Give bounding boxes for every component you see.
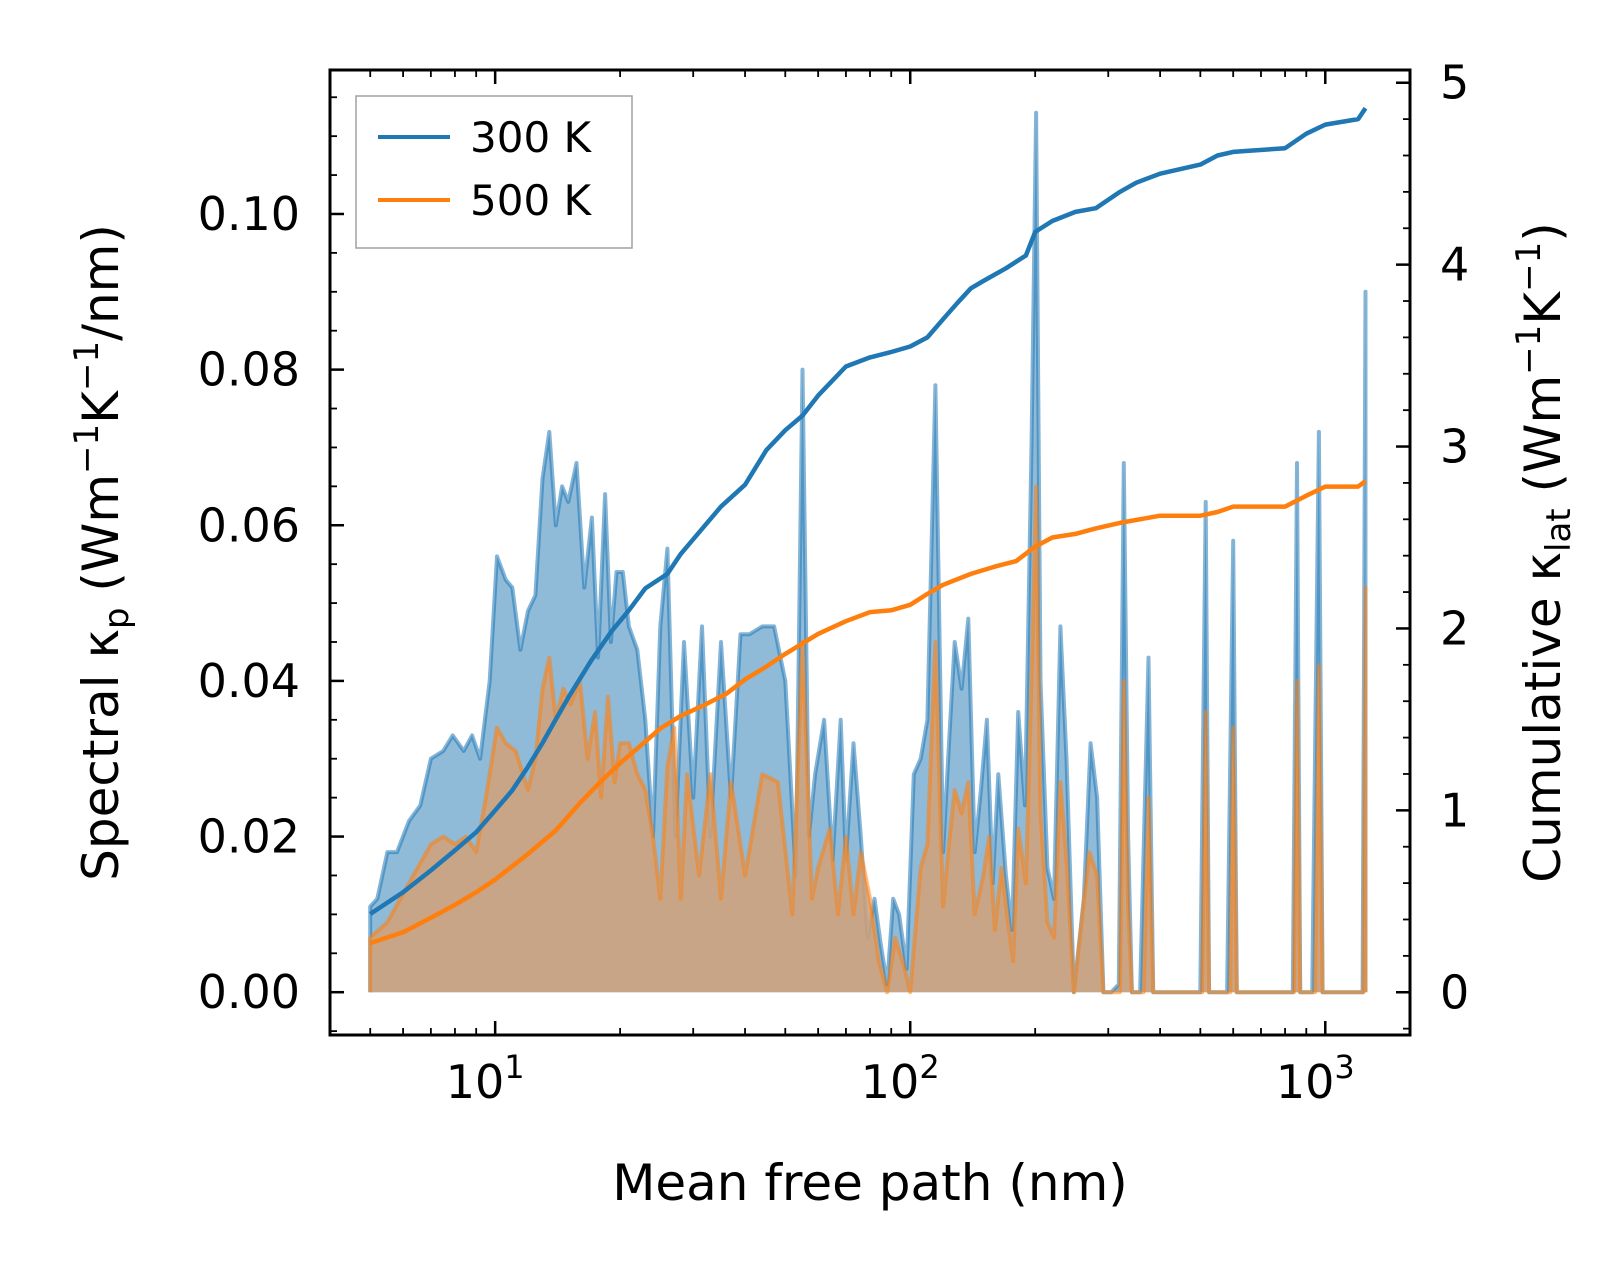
cumulative-lines: [368, 106, 1368, 946]
y-left-tick-label: 0.04: [198, 654, 300, 708]
y-left-label-sup1: −1: [67, 424, 107, 474]
y-left-tick-label: 0.00: [198, 965, 300, 1019]
legend: 300 K 500 K: [355, 95, 633, 249]
y-left-label-sub: p: [97, 607, 137, 629]
y-right-tick-label: 0: [1440, 965, 1469, 1019]
cumulative-line-500k: [369, 479, 1367, 946]
spectral-areas: [368, 110, 1368, 995]
legend-box: [355, 95, 633, 249]
y-left-label-pre: Spectral κ: [72, 629, 130, 881]
y-axis-left-label: Spectral κp (Wm−1K−1/nm): [67, 224, 137, 881]
y-right-tick-label: 2: [1440, 601, 1469, 655]
y-right-label-sup2: −1: [1509, 242, 1549, 292]
y-left-tick-label: 0.06: [198, 498, 300, 552]
x-tick-base: 10: [1276, 1055, 1335, 1109]
x-tick-label: 101: [446, 1048, 525, 1109]
spectral-outline-300k: [368, 110, 1368, 995]
x-tick-base: 10: [861, 1055, 920, 1109]
y-left-label-post: /nm): [72, 224, 130, 341]
y-right-tick-label: 4: [1440, 238, 1469, 292]
spectral-outline-500k: [368, 484, 1368, 995]
y-right-label-mid2: K: [1514, 291, 1572, 325]
y-right-tick-label: 3: [1440, 420, 1469, 474]
y-left-tick-label: 0.02: [198, 810, 300, 864]
y-right-label-sup1: −1: [1509, 325, 1549, 375]
y-left-tick-label: 0.10: [198, 187, 300, 241]
y-right-label-sub: lat: [1539, 508, 1579, 552]
legend-label-500k: 500 K: [470, 176, 593, 225]
plot-frame: [328, 68, 1412, 1037]
legend-label-300k: 300 K: [470, 113, 593, 162]
y-right-tick-label: 5: [1440, 56, 1469, 110]
cumulative-line-300k: [368, 106, 1368, 916]
y-right-label-post: ): [1514, 222, 1572, 242]
y-right-label-pre: Cumulative κ: [1514, 552, 1572, 883]
y-left-label-sup2: −1: [67, 341, 107, 391]
y-right-tick-label: 1: [1440, 783, 1469, 837]
y-right-label-mid: (Wm: [1514, 375, 1572, 509]
x-axis-label: Mean free path (nm): [612, 1154, 1128, 1212]
y-left-tick-label: 0.08: [198, 343, 300, 397]
x-tick-label: 102: [861, 1048, 940, 1109]
y-left-label-mid2: K: [72, 390, 130, 424]
x-tick-label: 103: [1276, 1048, 1355, 1109]
x-tick-exp: 2: [919, 1048, 939, 1086]
y-axis-right-label: Cumulative κlat (Wm−1K−1): [1509, 222, 1579, 882]
x-tick-exp: 3: [1334, 1048, 1354, 1086]
spectral-area-500k: [370, 486, 1366, 993]
x-tick-base: 10: [446, 1055, 505, 1109]
x-tick-exp: 1: [504, 1048, 524, 1086]
y-left-label-mid: (Wm: [72, 474, 130, 608]
major-ticks: [330, 70, 1410, 1035]
